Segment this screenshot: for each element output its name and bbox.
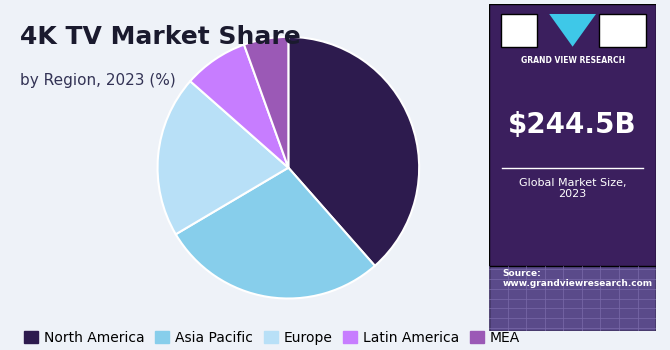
Wedge shape [288, 37, 419, 266]
Text: GRAND VIEW RESEARCH: GRAND VIEW RESEARCH [521, 56, 624, 65]
FancyBboxPatch shape [489, 266, 656, 331]
Text: $244.5B: $244.5B [509, 111, 637, 139]
Text: by Region, 2023 (%): by Region, 2023 (%) [20, 74, 176, 89]
FancyBboxPatch shape [500, 14, 537, 47]
Text: Source:
www.grandviewresearch.com: Source: www.grandviewresearch.com [502, 269, 653, 288]
FancyBboxPatch shape [600, 14, 646, 47]
Text: 4K TV Market Share: 4K TV Market Share [20, 25, 301, 49]
Wedge shape [190, 44, 288, 168]
Polygon shape [549, 14, 596, 47]
Text: Global Market Size,
2023: Global Market Size, 2023 [519, 177, 626, 199]
Wedge shape [176, 168, 375, 299]
Wedge shape [244, 37, 288, 168]
Legend: North America, Asia Pacific, Europe, Latin America, MEA: North America, Asia Pacific, Europe, Lat… [19, 326, 525, 350]
FancyBboxPatch shape [489, 4, 656, 331]
Wedge shape [157, 81, 288, 234]
